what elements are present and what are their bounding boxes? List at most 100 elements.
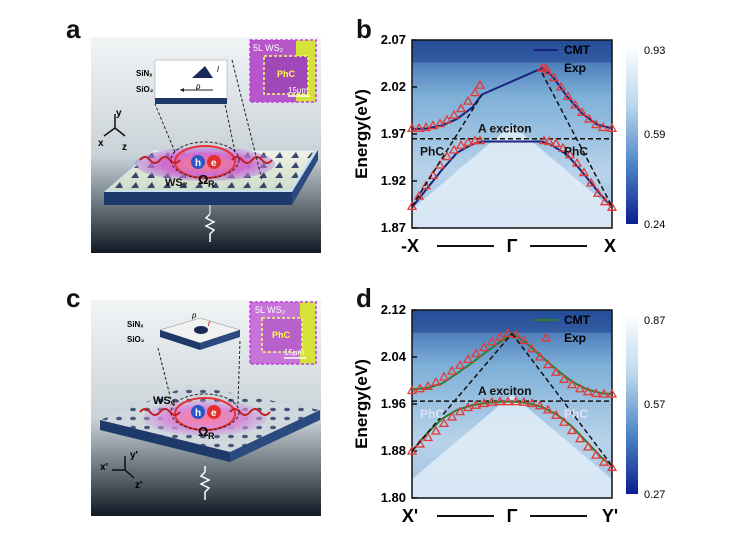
exp-point-d (438, 371, 450, 381)
exp-point-d (566, 425, 578, 435)
cmt-line-b (411, 140, 613, 208)
phc-dashed-line-d (511, 333, 613, 467)
exp-point-d (574, 383, 586, 393)
phc-dashed-line-b (541, 72, 613, 207)
exp-point-d (606, 388, 618, 398)
exp-point-d (462, 354, 474, 364)
exp-point-d (438, 418, 450, 428)
exp-point-d (590, 449, 602, 459)
exp-point-b (448, 109, 460, 119)
exp-point-d (518, 335, 530, 345)
annotation-phc-right-b: PhC (564, 145, 588, 159)
xtick-label-d: Y' (602, 506, 618, 526)
panel-letter-a: a (66, 14, 81, 44)
ylabel-d: Energy(eV) (352, 359, 371, 449)
exp-point-b (606, 202, 618, 211)
exp-point-d (574, 433, 586, 443)
exp-point-d (582, 386, 594, 396)
annotation-exciton-b: A exciton (478, 122, 532, 136)
ytick-label-d: 1.88 (381, 443, 406, 458)
exp-point-b (434, 118, 446, 128)
exp-point-b (406, 123, 418, 133)
colorbar-tick-b: 0.93 (644, 45, 665, 57)
exp-point-d (558, 374, 570, 383)
exp-point-b (469, 135, 481, 145)
exp-point-d (534, 351, 546, 361)
exp-point-d (446, 365, 458, 375)
exp-point-d (454, 406, 466, 416)
exp-point-d (486, 336, 498, 346)
phc-dashed-line-d (411, 333, 513, 452)
exp-point-d (494, 331, 506, 341)
exp-point-d (502, 328, 514, 338)
heatmap-band-d (412, 394, 612, 498)
phc-dashed-line-b (411, 94, 483, 207)
exp-point-b (538, 135, 550, 145)
exp-point-b (590, 119, 602, 129)
exp-point-b (592, 187, 604, 197)
exp-point-d (534, 400, 546, 410)
ytick-label-b: 1.97 (381, 126, 406, 141)
exp-point-d (414, 383, 426, 393)
exp-point-d (590, 388, 602, 398)
xtick-label-b: X (604, 236, 616, 256)
legend-exp-label-d: Exp (564, 331, 586, 345)
exp-point-d (510, 396, 522, 406)
ylabel-b: Energy(eV) (352, 89, 371, 179)
exp-point-b (578, 167, 590, 177)
annotation-exciton-d: A exciton (478, 384, 532, 398)
annotation-phc-left-b: PhC (420, 145, 444, 159)
exp-point-d (462, 402, 474, 412)
colorbar-tick-d: 0.57 (644, 399, 665, 411)
annotation-phc-left-d: PhC (420, 407, 444, 421)
exp-point-d (422, 381, 434, 391)
exp-point-b (576, 107, 588, 117)
legend-exp-label-b: Exp (564, 61, 586, 75)
exp-point-d (526, 343, 538, 353)
exp-point-d (550, 409, 562, 419)
exp-point-d (606, 462, 618, 472)
exp-point-b (597, 122, 609, 132)
panel-letter-c: c (66, 283, 81, 313)
exp-point-d (478, 342, 490, 352)
ytick-label-b: 2.07 (381, 32, 406, 47)
panel-letter-b: b (356, 14, 372, 44)
exp-point-b (583, 113, 595, 123)
exp-point-d (470, 399, 482, 409)
exp-point-b (548, 72, 560, 82)
heatmap-top-b (412, 40, 612, 63)
exp-point-b (474, 135, 486, 145)
colorbar-tick-b: 0.24 (644, 219, 665, 231)
exp-point-b (462, 95, 474, 105)
exp-point-b (420, 122, 432, 132)
exp-point-b (462, 137, 474, 147)
xtick-label-d: X' (402, 506, 418, 526)
exp-point-d (550, 366, 562, 376)
exp-point-b (406, 201, 418, 211)
exp-point-b (564, 149, 576, 159)
exp-point-b (455, 103, 467, 113)
legend-exp-swatch-d (540, 332, 552, 342)
exp-point-b (427, 120, 439, 130)
colorbar-b (626, 44, 638, 224)
exp-point-d (478, 398, 490, 408)
ytick-label-b: 1.92 (381, 173, 406, 188)
exp-point-b (441, 114, 453, 124)
exp-point-b (606, 123, 618, 133)
exp-point-b (599, 196, 611, 206)
exp-point-b (557, 142, 569, 152)
panel-letter-d: d (356, 283, 372, 313)
ytick-label-b: 1.87 (381, 220, 406, 235)
exp-point-b (569, 99, 581, 109)
exp-point-d (582, 441, 594, 451)
exp-point-d (518, 396, 530, 406)
xtick-label-b: Γ (507, 236, 518, 256)
ytick-label-d: 2.04 (381, 349, 407, 364)
xtick-label-d: Γ (507, 506, 518, 526)
legend-cmt-label-d: CMT (564, 313, 591, 327)
exp-point-b (448, 144, 460, 154)
exp-point-b (555, 81, 567, 91)
legend-exp-swatch-b (540, 62, 552, 72)
